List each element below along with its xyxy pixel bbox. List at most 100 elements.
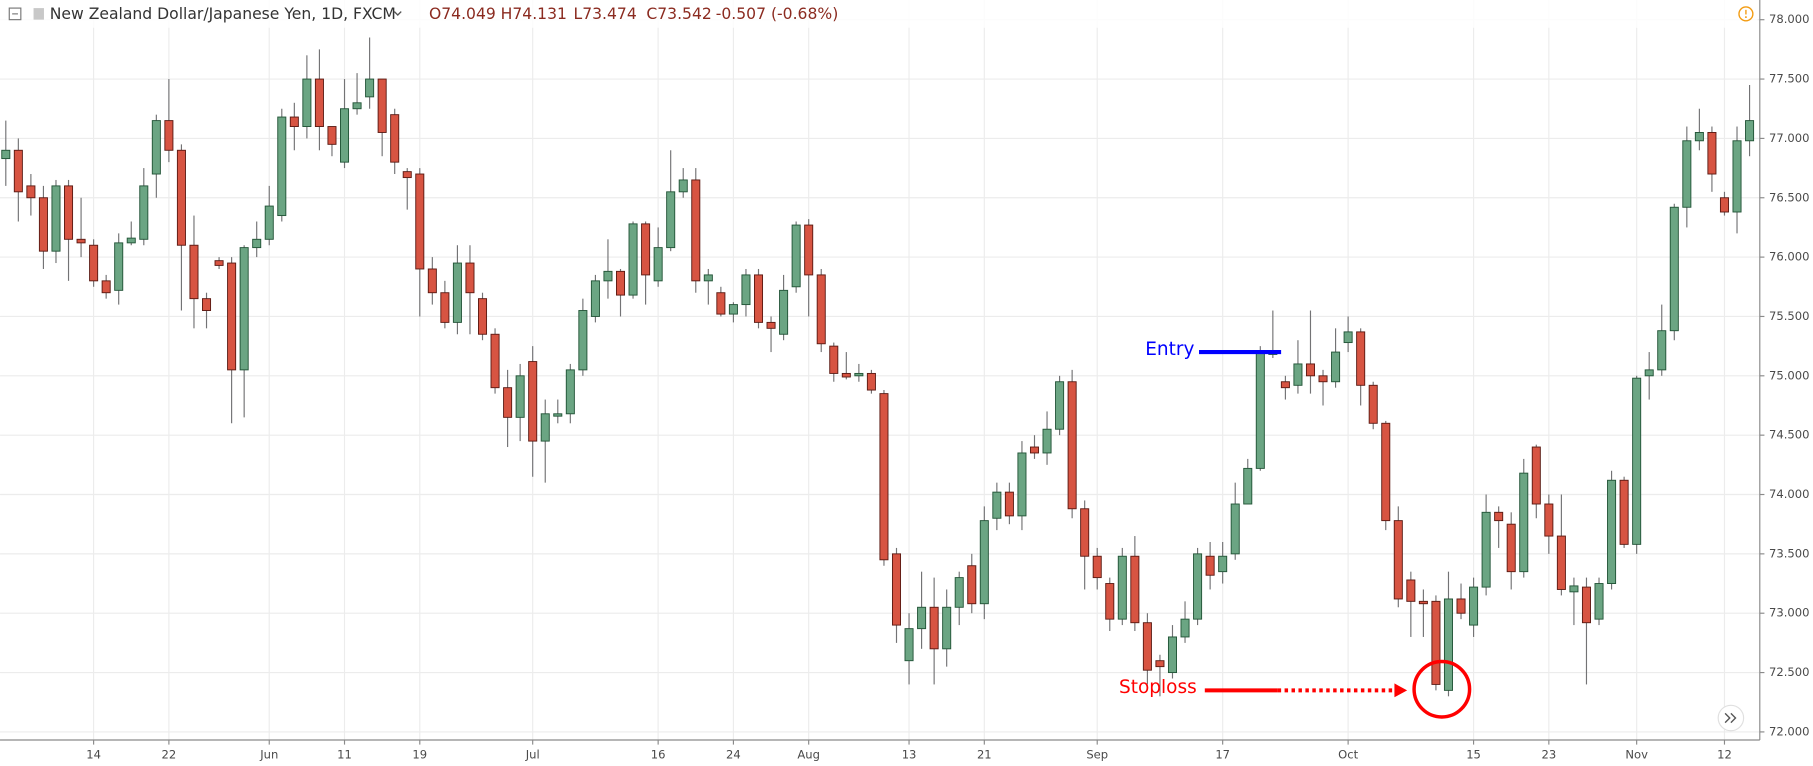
candle-body xyxy=(38,197,48,252)
candle-body xyxy=(164,120,174,151)
candle-body xyxy=(515,375,525,418)
candle-body xyxy=(929,606,939,650)
x-tick-label: 21 xyxy=(977,748,992,762)
candle-body xyxy=(139,185,149,240)
candle-body xyxy=(1719,197,1729,213)
candle-body xyxy=(967,565,977,605)
x-tick-label: 12 xyxy=(1717,748,1732,762)
entry-label: Entry xyxy=(1145,339,1194,360)
candle-body xyxy=(390,114,400,163)
candle-body xyxy=(1142,622,1152,671)
dropdown-chevron[interactable] xyxy=(393,11,402,17)
x-tick-label: Oct xyxy=(1338,748,1358,762)
y-tick-label: 73.000 xyxy=(1769,606,1809,620)
y-tick-label: 77.500 xyxy=(1769,72,1809,86)
candle-body xyxy=(101,280,111,294)
candle-body xyxy=(1318,375,1328,383)
candle-body xyxy=(653,247,663,282)
candle-body xyxy=(415,173,425,270)
candle-body xyxy=(691,179,701,282)
candle-body xyxy=(1569,585,1579,593)
candle-body xyxy=(1305,363,1315,377)
y-tick-label: 76.500 xyxy=(1769,190,1809,204)
symbol-icon xyxy=(33,8,44,20)
ohlc-open: O74.049 xyxy=(429,5,496,23)
candle-body xyxy=(1632,377,1642,545)
candle-body xyxy=(540,413,550,442)
candle-body xyxy=(854,372,864,377)
scroll-button[interactable] xyxy=(1717,704,1745,732)
candle-body xyxy=(615,270,626,296)
candle-body xyxy=(641,223,651,276)
candle-body xyxy=(779,289,789,335)
alert-icon-dot xyxy=(1744,16,1747,19)
candle-body xyxy=(1368,384,1378,424)
candle-body xyxy=(753,274,764,323)
candle-body xyxy=(628,223,638,296)
candle-body xyxy=(1356,331,1366,386)
candle-body xyxy=(340,108,350,163)
y-tick-label: 76.000 xyxy=(1769,250,1809,264)
candle-body xyxy=(1443,598,1453,691)
candle-body xyxy=(1481,511,1491,588)
candle-body xyxy=(214,260,224,266)
candle-body xyxy=(402,171,412,179)
candle-body xyxy=(51,185,61,252)
candle-body xyxy=(1657,330,1667,371)
x-tick-label: 14 xyxy=(86,748,101,762)
x-tick-label: Jun xyxy=(259,748,278,762)
candle-body xyxy=(1381,422,1391,522)
candle-body xyxy=(728,304,738,315)
candle-body xyxy=(565,369,575,415)
y-tick-label: 74.000 xyxy=(1769,487,1809,501)
y-tick-label: 74.500 xyxy=(1769,428,1809,442)
candle-body xyxy=(1418,600,1428,605)
candle-body xyxy=(841,372,851,378)
candle-body xyxy=(1092,555,1102,579)
candle-body xyxy=(1506,523,1516,573)
candle-body xyxy=(578,310,588,371)
candle-body xyxy=(1080,508,1090,557)
candle-body xyxy=(866,372,876,391)
x-tick-label: 23 xyxy=(1541,748,1556,762)
y-tick-label: 73.500 xyxy=(1769,546,1809,560)
candle-body xyxy=(1218,555,1228,573)
candle-body xyxy=(1581,586,1591,624)
scroll-icon xyxy=(1724,712,1737,724)
candle-body xyxy=(703,274,713,282)
candle-body xyxy=(327,126,337,145)
candle-body xyxy=(1130,555,1140,624)
candle-body xyxy=(1004,491,1014,517)
x-tick-label: Sep xyxy=(1086,748,1108,762)
candle-body xyxy=(942,606,952,650)
candle-body xyxy=(239,247,249,371)
candle-body xyxy=(1243,467,1253,505)
collapse-button[interactable] xyxy=(8,7,22,21)
candle-body xyxy=(1205,555,1215,576)
candle-body xyxy=(1456,598,1466,614)
y-tick-label: 77.000 xyxy=(1769,131,1809,145)
candle-body xyxy=(666,191,676,249)
candle-body xyxy=(904,628,914,662)
candle-body xyxy=(816,274,826,345)
candle-body xyxy=(1393,520,1403,600)
x-tick-label: 19 xyxy=(412,748,427,762)
candle-body xyxy=(979,520,989,605)
header-bg xyxy=(0,0,1758,28)
candle-body xyxy=(440,292,450,323)
overlay: Entry Stoploss xyxy=(1119,339,1472,719)
candle-body xyxy=(1519,472,1529,573)
candle-body xyxy=(1155,660,1165,668)
candle-body xyxy=(252,238,262,249)
candle-body xyxy=(352,102,362,110)
candle-body xyxy=(1067,381,1077,510)
y-tick-label: 72.000 xyxy=(1769,724,1809,738)
candle-body xyxy=(1682,140,1692,208)
alert-icon[interactable] xyxy=(1738,6,1754,22)
candle-body xyxy=(1406,579,1416,602)
candle-body xyxy=(365,78,375,98)
candle-body xyxy=(1544,503,1554,537)
x-tick-label: Jul xyxy=(525,748,540,762)
y-tick-label: 75.500 xyxy=(1769,309,1809,323)
